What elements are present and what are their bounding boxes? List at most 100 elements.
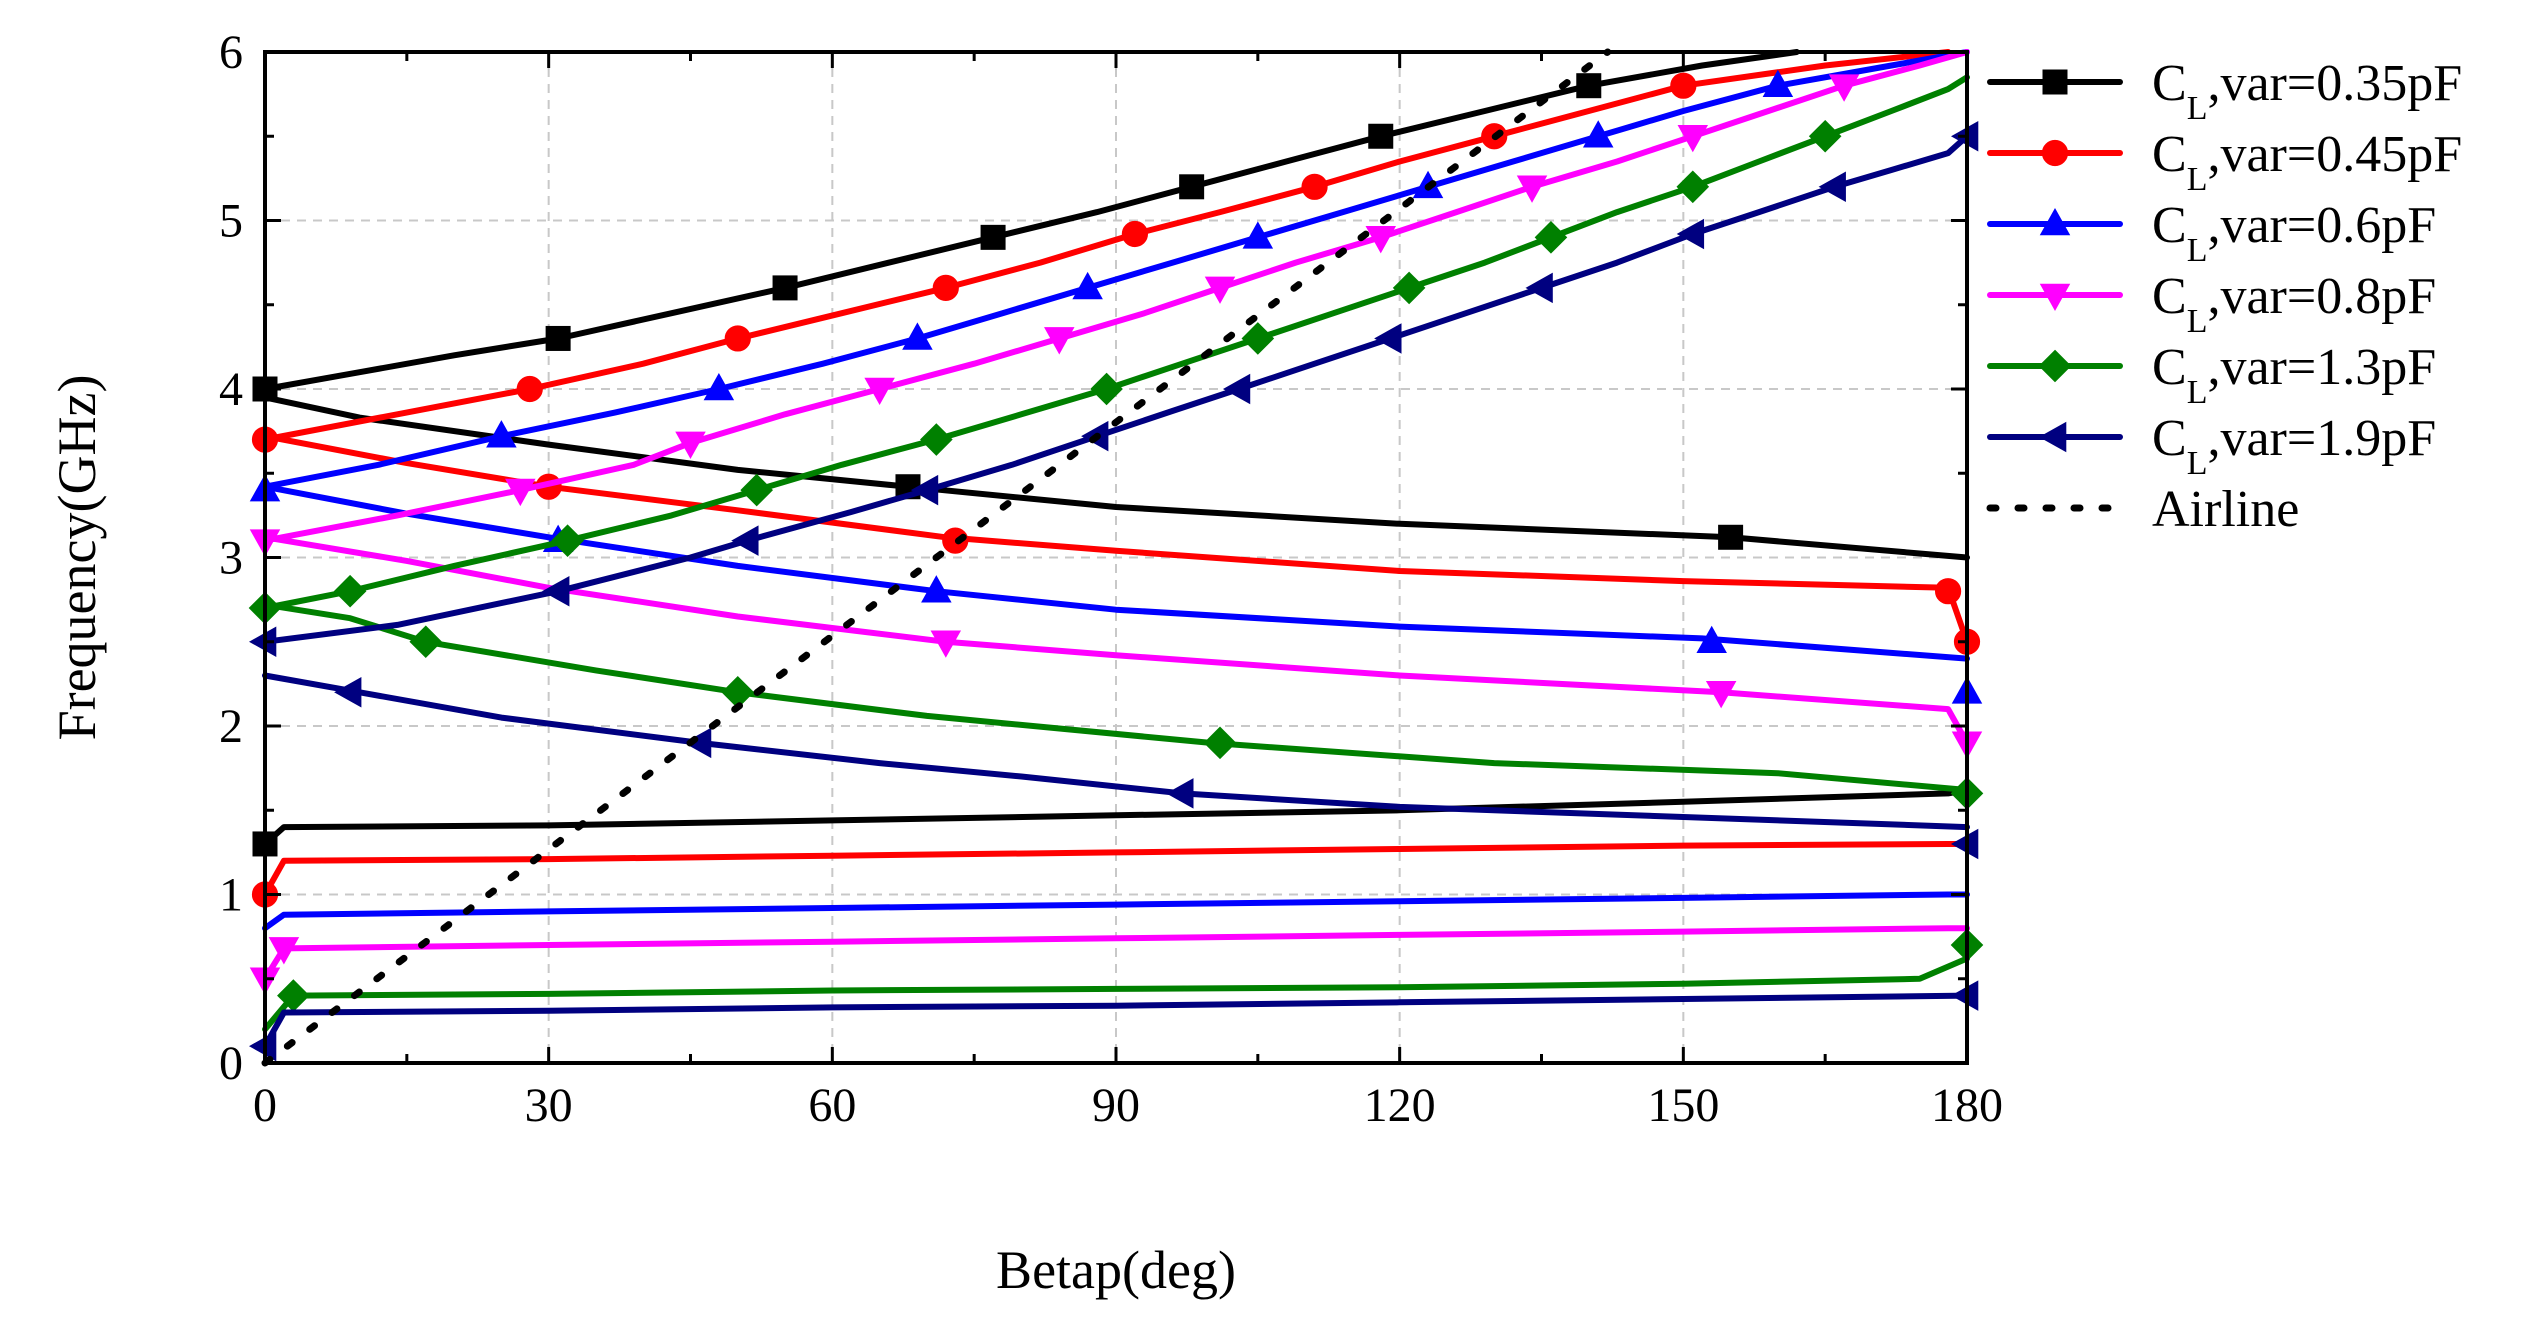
- series-line: [262, 49, 1800, 392]
- series-line: [262, 601, 1970, 793]
- legend-marker: [2038, 349, 2072, 383]
- data-point: [1534, 221, 1568, 254]
- x-tick-label: 180: [1931, 1079, 2003, 1132]
- legend-label-rest: ,var=0.6pF: [2207, 197, 2436, 254]
- data-point: [1677, 124, 1709, 153]
- series-line: [262, 787, 1970, 847]
- data-point: [1365, 226, 1397, 254]
- data-point: [1121, 220, 1149, 248]
- y-tick-label: 6: [219, 26, 243, 79]
- data-point: [1301, 173, 1328, 200]
- x-tick-label: 0: [253, 1079, 277, 1132]
- legend-marker: [2039, 207, 2071, 236]
- series-0: [252, 49, 1970, 857]
- data-point: [1828, 74, 1860, 102]
- data-point: [1576, 73, 1602, 99]
- data-point: [1166, 778, 1194, 809]
- series-5: [248, 120, 1979, 1062]
- data-point: [1072, 271, 1103, 300]
- data-point: [268, 937, 300, 965]
- x-tick-label: 90: [1092, 1079, 1140, 1132]
- legend-marker: [2041, 139, 2069, 167]
- data-point: [683, 727, 712, 759]
- series-layer: [248, 48, 1984, 1067]
- legend-label-sub: L: [2187, 90, 2208, 127]
- data-point: [248, 1030, 277, 1062]
- data-point: [1090, 372, 1123, 406]
- y-axis-title: Frequency(GHz): [47, 375, 107, 741]
- legend-label-rest: ,var=0.45pF: [2207, 126, 2462, 183]
- data-point: [703, 372, 735, 401]
- data-point: [486, 420, 517, 448]
- data-point: [731, 525, 759, 556]
- legend-label-sub: L: [2187, 232, 2208, 269]
- data-point: [772, 275, 798, 301]
- series-line: [262, 49, 1970, 490]
- legend-label-main: C: [2152, 339, 2187, 396]
- data-point: [545, 325, 571, 351]
- data-point: [1818, 171, 1846, 203]
- legend-marker: [2039, 283, 2071, 312]
- x-tick-label: 120: [1364, 1079, 1436, 1132]
- legend-label-rest: ,var=0.8pF: [2207, 268, 2436, 325]
- series-line: [262, 433, 1970, 645]
- y-tick-label: 4: [219, 363, 243, 416]
- legend-label: CL,var=1.9pF: [2152, 410, 2436, 482]
- data-point: [1808, 119, 1842, 153]
- legend-label-main: Airline: [2152, 481, 2299, 538]
- data-point: [1950, 828, 1979, 860]
- series-line: [262, 955, 1970, 1033]
- data-point: [542, 575, 570, 607]
- data-point: [864, 377, 895, 406]
- data-point: [1222, 373, 1251, 405]
- data-point: [1368, 123, 1394, 149]
- data-point: [551, 524, 584, 557]
- data-point: [248, 626, 277, 658]
- y-tick-label: 3: [219, 532, 243, 585]
- legend-label: CL,var=0.35pF: [2152, 55, 2462, 127]
- legend-item: CL,var=0.6pF: [1987, 197, 2436, 269]
- data-point: [1934, 578, 1962, 605]
- data-point: [1179, 174, 1205, 200]
- series-line: [261, 48, 1612, 1067]
- legend-label-main: C: [2152, 197, 2187, 254]
- legend-label-main: C: [2152, 410, 2187, 467]
- data-point: [516, 375, 543, 403]
- data-point: [1044, 327, 1075, 355]
- data-point: [1204, 276, 1236, 304]
- series-line: [262, 133, 1970, 645]
- data-point: [1676, 218, 1705, 250]
- data-point: [724, 325, 751, 352]
- data-point: [334, 677, 362, 708]
- data-point: [1242, 221, 1274, 249]
- data-point: [1203, 726, 1237, 760]
- series-line: [262, 841, 1970, 898]
- data-point: [920, 423, 953, 456]
- legend-label: CL,var=0.45pF: [2152, 126, 2462, 198]
- legend-item: Airline: [1986, 481, 2299, 538]
- data-point: [930, 630, 962, 658]
- y-tick-label: 2: [219, 700, 243, 753]
- data-point: [675, 431, 706, 459]
- legend-label-sub: L: [2187, 303, 2208, 340]
- data-point: [333, 574, 367, 608]
- legend-label-rest: ,var=1.9pF: [2207, 410, 2436, 467]
- legend-item: CL,var=1.9pF: [1987, 410, 2436, 482]
- data-point: [921, 575, 952, 603]
- x-tick-label: 30: [525, 1079, 573, 1132]
- series-line: [262, 534, 1970, 746]
- x-axis-title: Betap(deg): [996, 1240, 1236, 1300]
- series-4: [248, 74, 1984, 1033]
- legend: CL,var=0.35pFCL,var=0.45pFCL,var=0.6pFCL…: [1986, 55, 2462, 538]
- legend-label: CL,var=1.3pF: [2152, 339, 2436, 411]
- data-point: [1582, 120, 1614, 148]
- data-point: [740, 473, 773, 507]
- data-point: [1670, 72, 1697, 99]
- legend-item: CL,var=0.35pF: [1987, 55, 2462, 127]
- legend-marker: [2038, 421, 2067, 453]
- legend-label-sub: L: [2187, 161, 2208, 198]
- data-point: [1718, 524, 1744, 550]
- series-line: [262, 925, 1970, 982]
- data-point: [1705, 681, 1737, 709]
